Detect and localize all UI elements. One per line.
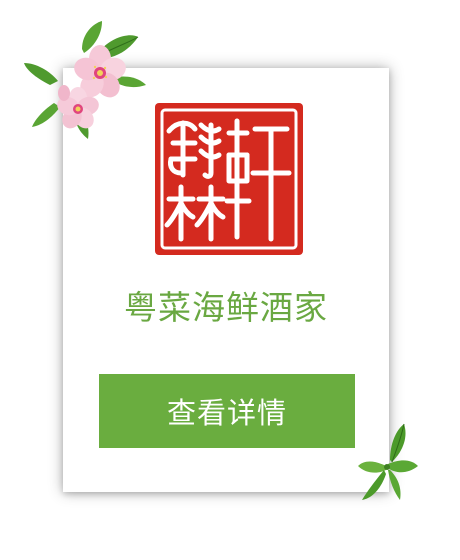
peach-blossom-icon <box>24 21 146 139</box>
green-leaves-icon <box>358 423 418 500</box>
view-details-button[interactable]: 查看详情 <box>99 374 355 448</box>
seal-stamp-icon <box>155 103 303 255</box>
restaurant-name: 粤菜海鲜酒家 <box>124 288 328 327</box>
